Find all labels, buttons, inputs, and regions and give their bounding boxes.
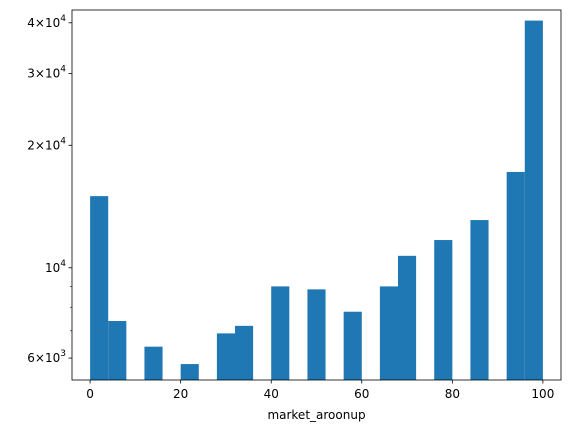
histogram-bar	[343, 311, 362, 380]
x-axis-ticks: 0 20 40 60 80 100	[86, 380, 554, 401]
histogram-bar	[108, 321, 127, 380]
bars-group	[90, 20, 543, 381]
x-tick-label: 20	[173, 387, 188, 401]
x-tick-label: 0	[86, 387, 94, 401]
histogram-bar	[398, 255, 417, 380]
y-tick-label: 3×104	[27, 65, 66, 81]
histogram-bar	[271, 286, 290, 380]
y-tick-label: 2×104	[27, 136, 66, 152]
histogram-bar	[90, 196, 109, 380]
plot-frame	[71, 9, 562, 381]
x-tick-label: 100	[531, 387, 554, 401]
histogram-bar	[180, 364, 199, 380]
x-tick-label: 60	[354, 387, 369, 401]
histogram-bar	[144, 346, 163, 380]
x-tick-label: 80	[445, 387, 460, 401]
histogram-bar	[307, 289, 326, 380]
y-tick-label: 6×103	[27, 349, 66, 365]
x-tick-label: 40	[264, 387, 279, 401]
histogram-bar	[524, 20, 543, 381]
y-axis-ticks: 6×103 104 2×104 3×104 4×104	[27, 14, 72, 365]
histogram-bar	[434, 240, 453, 380]
histogram-bar	[506, 171, 525, 380]
histogram-bar	[470, 220, 489, 380]
histogram-bar	[379, 286, 398, 380]
histogram-bar	[216, 333, 235, 380]
y-tick-label: 104	[45, 259, 66, 275]
histogram-bar	[235, 325, 254, 380]
y-tick-label: 4×104	[27, 14, 66, 30]
x-axis-label: market_aroonup	[267, 408, 365, 422]
